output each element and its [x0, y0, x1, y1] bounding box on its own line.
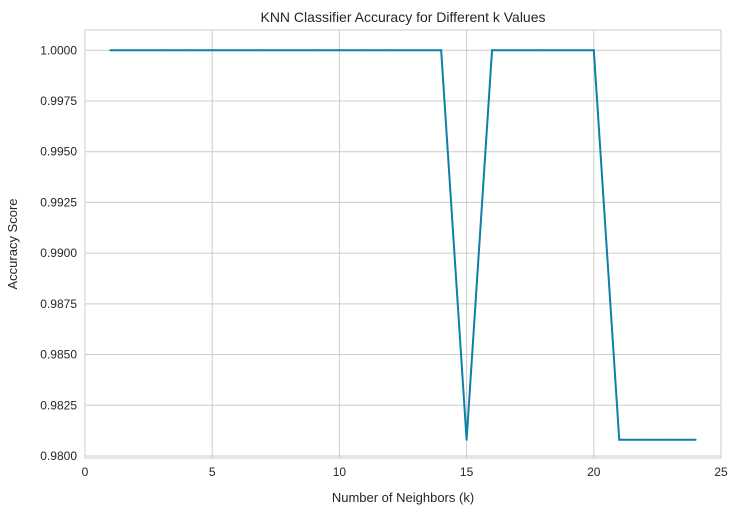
plot-frame — [84, 29, 722, 459]
y-tick-label: 0.9925 — [40, 195, 77, 209]
data-point — [592, 49, 595, 52]
series-line — [110, 49, 696, 441]
data-point — [262, 49, 265, 52]
data-point — [312, 49, 315, 52]
data-point — [338, 49, 341, 52]
y-tick-label: 0.9850 — [40, 348, 77, 362]
data-point — [160, 49, 163, 52]
x-tick-label: 5 — [209, 465, 216, 479]
data-point — [440, 49, 443, 52]
x-tick-label: 20 — [587, 465, 601, 479]
data-point — [236, 49, 239, 52]
tick-labels: 0 5 10 15 20 25 0.9800 0.9825 0.9850 0.9875 0.9900… — [40, 43, 728, 479]
data-point — [516, 49, 519, 52]
data-point — [109, 49, 112, 52]
data-point — [414, 49, 417, 52]
data-point — [465, 438, 468, 441]
data-point — [211, 49, 214, 52]
x-tick-label: 0 — [82, 465, 89, 479]
data-point — [541, 49, 544, 52]
chart-title: KNN Classifier Accuracy for Different k … — [260, 9, 545, 25]
x-tick-label: 25 — [714, 465, 728, 479]
x-axis-label: Number of Neighbors (k) — [332, 490, 474, 505]
y-axis-label: Accuracy Score — [5, 198, 20, 289]
y-tick-label: 1.0000 — [40, 43, 77, 57]
data-point — [389, 49, 392, 52]
data-point — [567, 49, 570, 52]
data-point — [363, 49, 366, 52]
series — [109, 49, 697, 441]
x-tick-label: 10 — [333, 465, 347, 479]
data-point — [185, 49, 188, 52]
data-point — [694, 438, 697, 441]
y-tick-label: 0.9875 — [40, 297, 77, 311]
x-tick-label: 15 — [460, 465, 474, 479]
data-point — [134, 49, 137, 52]
y-tick-label: 0.9800 — [40, 449, 77, 463]
data-point — [669, 438, 672, 441]
y-tick-label: 0.9950 — [40, 145, 77, 159]
data-point — [287, 49, 290, 52]
data-point — [643, 438, 646, 441]
y-tick-label: 0.9825 — [40, 398, 77, 412]
data-point — [618, 438, 621, 441]
grid — [84, 30, 722, 458]
y-tick-label: 0.9900 — [40, 246, 77, 260]
data-point — [491, 49, 494, 52]
y-tick-label: 0.9975 — [40, 94, 77, 108]
